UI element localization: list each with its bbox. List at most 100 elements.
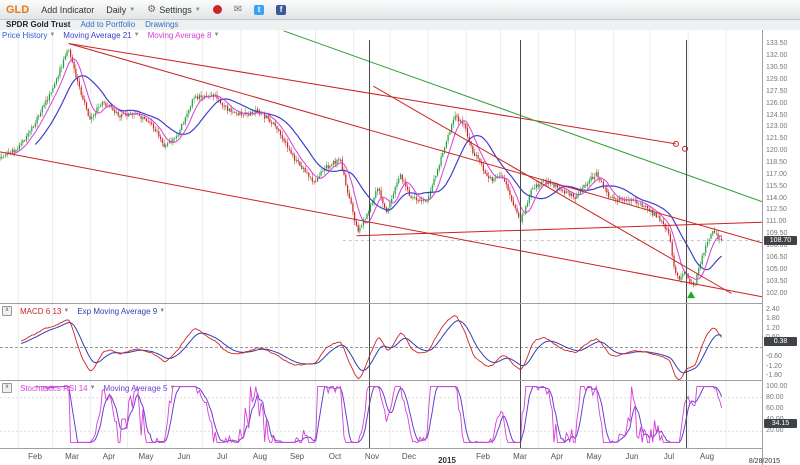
drawings-link[interactable]: Drawings [145, 20, 179, 29]
price-axis-label: 123.00 [766, 123, 788, 131]
chevron-down-icon: ▼ [63, 307, 70, 314]
price-axis-label: 121.50 [766, 135, 788, 143]
stochrsi-menu[interactable]: Stochastics RSI 14 ▼ [20, 383, 96, 393]
stoch-ma-menu[interactable]: Moving Average 5 ▼ [103, 383, 176, 393]
month-label: Aug [252, 452, 268, 461]
panel-divider [0, 303, 800, 304]
settings-menu[interactable]: ⚙ Settings ▼ [147, 3, 201, 15]
facebook-icon[interactable]: f [276, 4, 287, 15]
last-price-tag: 108.70 [764, 236, 797, 245]
price-history-menu[interactable]: Price History ▼ [2, 31, 56, 40]
price-axis-label: 129.00 [766, 75, 788, 83]
event-line[interactable] [686, 40, 687, 448]
event-line[interactable] [369, 40, 370, 448]
symbol-tab[interactable]: GLD [6, 3, 30, 16]
price-axis-label: 133.50 [766, 40, 788, 48]
chevron-down-icon: ▼ [159, 307, 166, 314]
price-axis-label: 108.00 [766, 242, 788, 249]
price-axis-label: 124.50 [766, 111, 788, 119]
add-indicator-button[interactable]: Add Indicator [41, 4, 95, 15]
chevron-down-icon: ▼ [213, 32, 220, 38]
chart-area: Price History ▼ Moving Average 21 ▼ Moving… [0, 30, 800, 465]
twitter-icon[interactable]: t [254, 4, 265, 15]
month-label: Sep [289, 452, 305, 461]
month-label: Jun [625, 452, 639, 461]
month-label: Feb [476, 452, 490, 461]
stoch-close-button[interactable]: x [2, 383, 12, 393]
chevron-down-icon: ▼ [133, 32, 140, 38]
month-label: Mar [513, 452, 527, 461]
price-axis-label: 115.50 [766, 182, 787, 190]
price-axis-label: 109.50 [766, 230, 788, 238]
event-line[interactable] [520, 40, 521, 448]
macd-axis-label: 2.40 [766, 305, 780, 313]
chevron-down-icon: ▼ [129, 6, 136, 13]
last-date-label: 8/28/2015 [748, 458, 780, 465]
ma8-menu[interactable]: Moving Average 8 ▼ [147, 31, 220, 40]
month-label: Jun [177, 452, 191, 461]
macd-value-tag: 0.38 [764, 337, 797, 346]
price-panel[interactable] [0, 30, 762, 303]
macd-menu[interactable]: MACD 6 13 ▼ [20, 306, 70, 316]
month-label: May [586, 452, 602, 461]
macd-close-button[interactable]: x [2, 306, 12, 316]
stoch-axis-label: 60.00 [766, 404, 784, 412]
price-axis-label: 114.00 [766, 194, 787, 202]
year-label: 2015 [438, 456, 456, 465]
month-label: Apr [102, 452, 116, 461]
stoch-value-tag: 34.15 [764, 418, 797, 428]
price-axis-label: 106.50 [766, 253, 788, 261]
gear-icon: ⚙ [147, 3, 157, 15]
chevron-down-icon: ▼ [169, 384, 176, 391]
stoch-axis-label: 100.00 [766, 382, 788, 390]
month-label: Feb [28, 452, 42, 461]
month-label: Jul [216, 452, 228, 461]
chevron-down-icon: ▼ [49, 32, 56, 38]
record-icon[interactable] [212, 5, 222, 14]
price-axis-label: 117.00 [766, 170, 787, 178]
macd-axis-label: 1.80 [766, 315, 780, 322]
chevron-down-icon: ▼ [194, 6, 201, 13]
price-axis-label: 103.50 [766, 277, 788, 285]
month-label: Jul [663, 452, 675, 461]
month-label: Aug [699, 452, 715, 461]
price-axis-label: 102.00 [766, 289, 788, 297]
price-axis-label: 132.00 [766, 52, 788, 60]
month-label: Mar [65, 452, 79, 461]
chevron-down-icon: ▼ [89, 384, 96, 391]
macd-axis-label: -1.80 [766, 372, 782, 379]
price-axis-label: 127.50 [766, 87, 788, 95]
value-axis: 133.50 132.00 130.50 129.00 127.50 126.00 124.… [762, 30, 800, 465]
macd-axis-label: 1.20 [766, 324, 780, 332]
month-label: Dec [401, 452, 417, 461]
price-axis-label: 118.50 [766, 158, 787, 166]
month-label: May [138, 452, 154, 461]
panel-divider [0, 380, 800, 381]
macd-signal-menu[interactable]: Exp Moving Average 9 ▼ [77, 306, 166, 316]
price-axis-label: 130.50 [766, 64, 788, 71]
timeframe-select[interactable]: Daily ▼ [106, 4, 136, 15]
month-label: Nov [364, 452, 380, 461]
macd-axis-label: -1.20 [766, 362, 782, 370]
instrument-name: SPDR Gold Trust [6, 20, 71, 29]
time-axis: Feb Mar Apr May Jun Jul Aug Sep Oct Nov Dec 2015 Feb… [0, 449, 800, 465]
macd-axis-label: -0.60 [766, 353, 782, 360]
price-panel-header: Price History ▼ Moving Average 21 ▼ Moving… [2, 31, 219, 40]
add-to-portfolio-link[interactable]: Add to Portfolio [80, 20, 136, 29]
panel-divider [0, 448, 800, 449]
stoch-axis-label: 80.00 [766, 393, 784, 401]
price-axis-label: 111.00 [766, 218, 787, 226]
price-axis-label: 120.00 [766, 147, 788, 155]
ma21-menu[interactable]: Moving Average 21 ▼ [63, 31, 140, 40]
macd-panel-header: x MACD 6 13 ▼ Exp Moving Average 9 ▼ [2, 306, 165, 316]
stoch-axis-label: 20.00 [766, 427, 784, 435]
price-axis-label: 105.00 [766, 265, 788, 273]
price-axis-label: 112.50 [766, 206, 787, 214]
macd-panel[interactable] [0, 304, 762, 380]
stoch-panel-header: x Stochastics RSI 14 ▼ Moving Average 5 ▼ [2, 383, 175, 393]
month-label: Apr [550, 452, 564, 461]
stoch-panel[interactable] [0, 381, 762, 448]
email-icon[interactable]: ✉ [233, 3, 243, 15]
month-label: Oct [328, 452, 342, 461]
price-axis-label: 126.00 [766, 99, 788, 107]
